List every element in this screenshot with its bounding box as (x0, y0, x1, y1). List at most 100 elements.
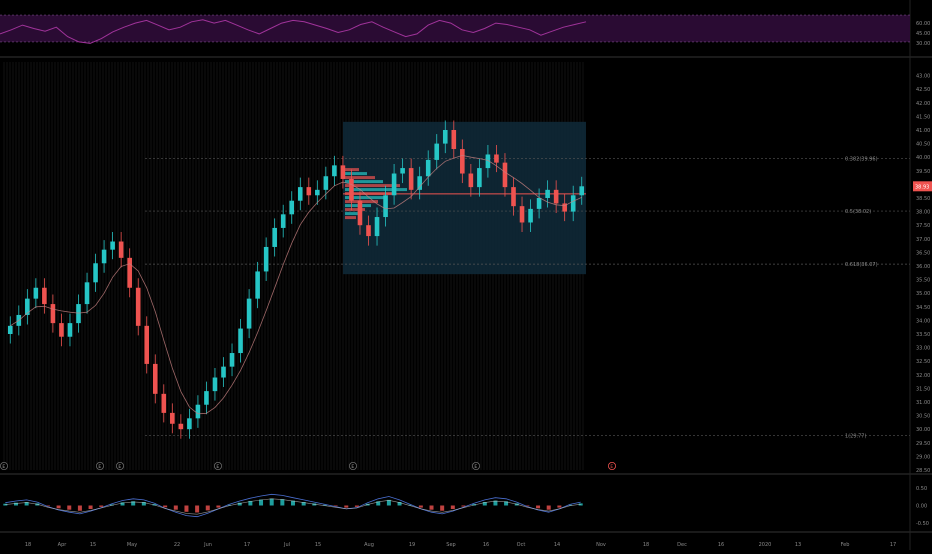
candle-body (76, 304, 81, 324)
candle-body (152, 363, 158, 394)
price-tick-label: 29.50 (916, 441, 930, 447)
price-tick-label: 34.00 (916, 318, 930, 324)
candle-body (50, 304, 56, 324)
time-axis-label: 17 (890, 542, 896, 548)
time-axis-label: 22 (174, 542, 180, 548)
candle-body (161, 393, 167, 413)
macd-histogram-bar (259, 499, 264, 506)
candle-body (101, 249, 107, 264)
volume-profile-bar (345, 176, 375, 180)
macd-histogram-bar (184, 505, 189, 512)
candle-body (332, 165, 337, 177)
macd-histogram-bar (24, 502, 29, 506)
time-axis-label: 15 (90, 542, 96, 548)
price-tick-label: 40.50 (916, 142, 930, 148)
volume-profile-bar (345, 172, 367, 176)
time-axis-label: Feb (841, 542, 850, 548)
time-axis-label: 16 (718, 542, 724, 548)
candle-body (84, 282, 90, 305)
candle-body (349, 178, 354, 201)
macd-histogram-bar (557, 505, 562, 508)
candle-body (144, 325, 150, 364)
candle-body (289, 200, 295, 215)
candle-body (408, 168, 414, 190)
macd-histogram-bar (163, 505, 168, 508)
price-tick-label: 31.00 (916, 400, 930, 406)
candle-body (442, 130, 448, 144)
candle-body (400, 168, 405, 174)
volume-profile-bar (345, 168, 359, 172)
candle-body (178, 423, 184, 430)
price-tick-label: 41.00 (916, 128, 930, 134)
candle-body (67, 323, 73, 337)
time-axis-label: Nov (596, 542, 606, 548)
candle-body (59, 323, 64, 337)
macd-histogram-bar (536, 505, 541, 509)
candle-body (417, 176, 422, 190)
candle-body (127, 257, 132, 288)
price-tick-label: 42.00 (916, 101, 930, 107)
candle-body (272, 227, 277, 247)
macd-histogram-bar (195, 505, 200, 513)
signal-line (5, 498, 581, 515)
price-tick-label: 39.50 (916, 169, 930, 175)
candle-body (545, 189, 550, 198)
macd-histogram-bar (344, 505, 349, 508)
rsi-tick-label: 60.00 (916, 21, 930, 27)
time-axis-label: 14 (554, 542, 560, 548)
macd-histogram-bar (322, 504, 327, 506)
candle-body (502, 162, 508, 188)
candle-body (221, 366, 226, 378)
candle-body (562, 203, 567, 212)
price-tick-label: 40.00 (916, 155, 930, 161)
candle-body (511, 187, 516, 207)
macd-histogram-bar (450, 505, 455, 509)
macd-histogram-bar (237, 502, 242, 506)
time-axis-label: Dec (677, 542, 687, 548)
candle-body (246, 298, 252, 329)
macd-histogram-bar (376, 501, 381, 506)
earnings-marker-icon (96, 461, 105, 470)
time-axis-label: 2020 (759, 542, 772, 548)
volume-profile-bar (345, 184, 400, 188)
candle-body (570, 195, 576, 212)
candle-body (536, 198, 542, 209)
volume-profile-bar (345, 208, 365, 212)
price-tick-label: 38.00 (916, 210, 930, 216)
last-price-label: 38.93 (915, 184, 929, 190)
candle-body (519, 206, 525, 223)
rsi-tick-label: 30.00 (916, 41, 930, 47)
candle-body (306, 187, 312, 196)
macd-histogram-bar (216, 505, 221, 508)
earnings-marker-label: E (610, 464, 613, 470)
candle-body (212, 377, 218, 392)
moving-average-line (10, 154, 582, 415)
price-tick-label: 33.50 (916, 332, 930, 338)
earnings-marker-label: E (2, 464, 5, 470)
price-tick-label: 32.50 (916, 359, 930, 365)
macd-histogram-bar (141, 502, 146, 506)
candle-body (357, 200, 363, 226)
price-tick-label: 42.50 (916, 87, 930, 93)
macd-histogram-bar (13, 502, 18, 506)
rsi-tick-label: 45.00 (916, 31, 930, 37)
macd-histogram-bar (173, 505, 178, 510)
price-tick-label: 28.50 (916, 468, 930, 474)
candle-body (170, 412, 175, 424)
candle-body (187, 418, 192, 430)
candle-body (263, 246, 269, 272)
macd-histogram-bar (99, 505, 104, 507)
last-price-badge (913, 181, 932, 192)
candle-body (315, 189, 320, 196)
time-axis-label: 16 (483, 542, 489, 548)
candle-body (579, 186, 585, 196)
candle-body (280, 214, 286, 228)
candle-body (383, 195, 388, 218)
time-axis-label: 13 (795, 542, 801, 548)
macd-histogram-bar (333, 505, 338, 507)
candle-body (229, 353, 235, 367)
macd-histogram-bar (67, 505, 72, 510)
earnings-marker-label: E (216, 464, 219, 470)
